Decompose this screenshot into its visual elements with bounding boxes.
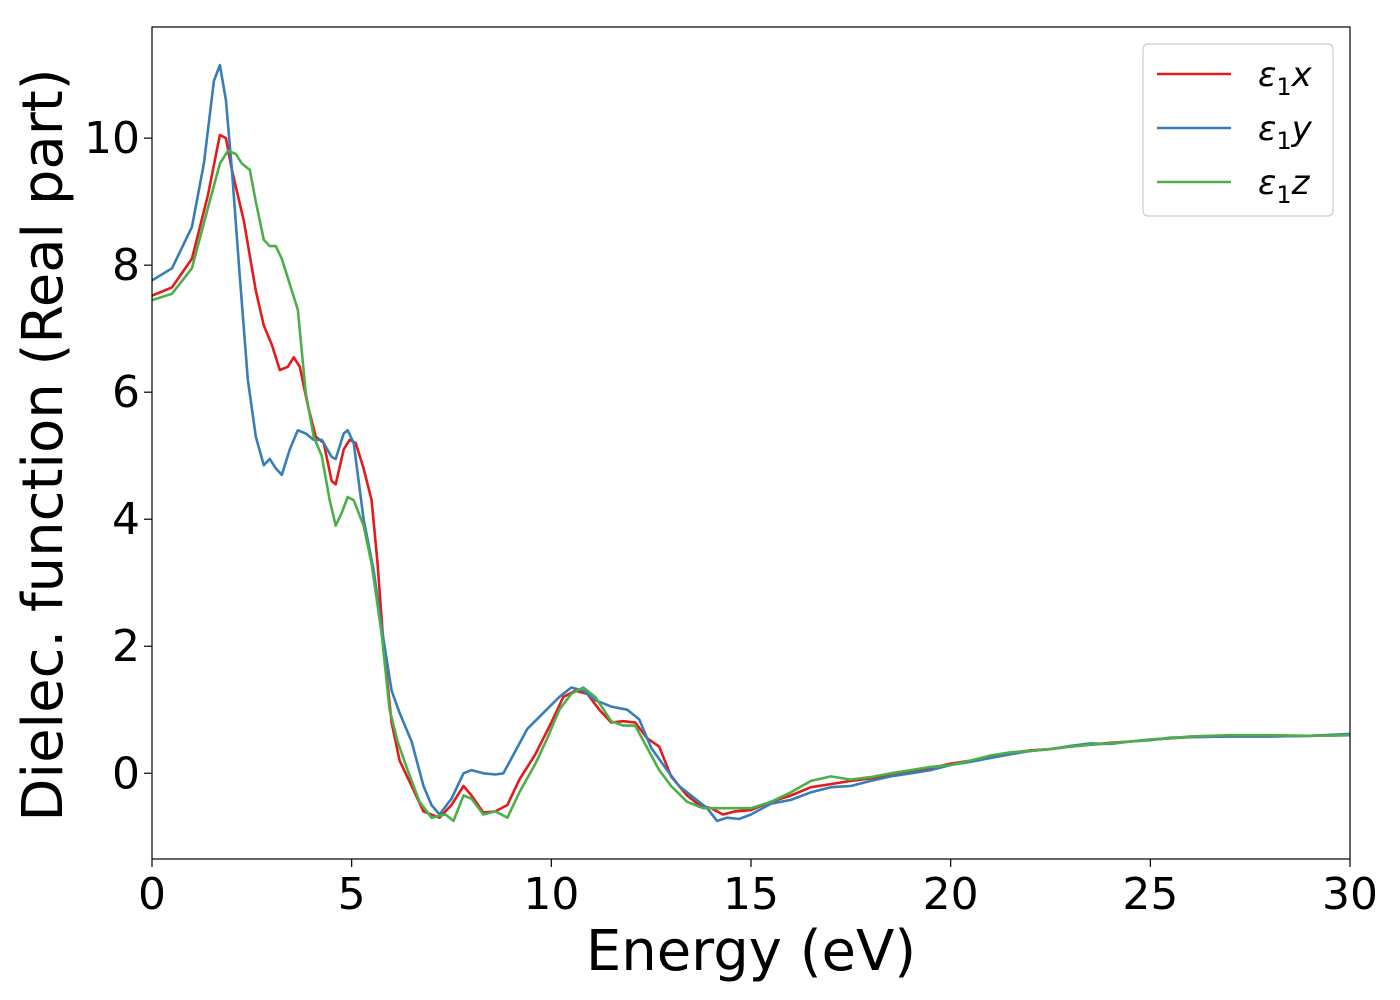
x-tick-label: 20	[923, 869, 979, 920]
x-axis-ticks: 0 5 10 15 20 25 30	[138, 859, 1378, 920]
x-axis-label: Energy (eV)	[586, 919, 916, 984]
legend-label-y: ε1y	[1258, 109, 1313, 155]
legend-label-z: ε1z	[1258, 163, 1311, 209]
y-tick-label: 0	[112, 748, 140, 799]
legend: ε1x ε1y ε1z	[1142, 43, 1334, 217]
x-tick-label: 0	[138, 869, 166, 920]
y-tick-label: 6	[112, 367, 140, 418]
series-line-y	[152, 63, 1350, 823]
series-layer	[152, 63, 1350, 823]
y-tick-label: 2	[112, 621, 140, 672]
x-tick-label: 30	[1322, 869, 1378, 920]
y-tick-label: 10	[84, 113, 140, 164]
x-tick-label: 5	[338, 869, 366, 920]
x-tick-label: 10	[523, 869, 579, 920]
y-tick-label: 4	[112, 494, 140, 545]
x-tick-label: 25	[1122, 869, 1178, 920]
legend-label-x: ε1x	[1258, 55, 1313, 101]
series-line-z	[152, 149, 1350, 823]
y-tick-label: 8	[112, 240, 140, 291]
y-axis-ticks: 0 2 4 6 8 10	[84, 113, 152, 799]
x-tick-label: 15	[723, 869, 779, 920]
y-axis-label: Dielec. function (Real part)	[11, 68, 76, 821]
legend-box	[1142, 43, 1334, 217]
